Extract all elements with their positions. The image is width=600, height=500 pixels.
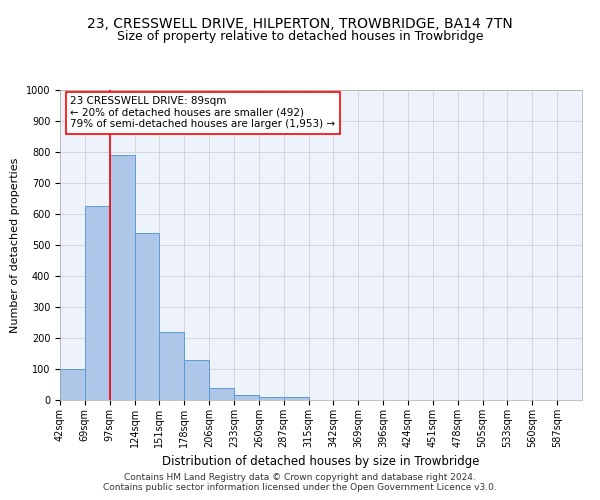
Bar: [259, 397, 284, 400]
Bar: [160, 332, 184, 400]
Bar: [209, 388, 234, 400]
Bar: [85, 206, 110, 400]
Text: 23, CRESSWELL DRIVE, HILPERTON, TROWBRIDGE, BA14 7TN: 23, CRESSWELL DRIVE, HILPERTON, TROWBRID…: [87, 18, 513, 32]
Bar: [184, 360, 209, 400]
Bar: [284, 397, 308, 400]
Bar: [110, 155, 134, 400]
Y-axis label: Number of detached properties: Number of detached properties: [10, 158, 20, 332]
X-axis label: Distribution of detached houses by size in Trowbridge: Distribution of detached houses by size …: [162, 456, 480, 468]
Text: Contains HM Land Registry data © Crown copyright and database right 2024.
Contai: Contains HM Land Registry data © Crown c…: [103, 473, 497, 492]
Bar: [234, 396, 259, 400]
Bar: [60, 369, 85, 400]
Text: 23 CRESSWELL DRIVE: 89sqm
← 20% of detached houses are smaller (492)
79% of semi: 23 CRESSWELL DRIVE: 89sqm ← 20% of detac…: [70, 96, 335, 130]
Text: Size of property relative to detached houses in Trowbridge: Size of property relative to detached ho…: [117, 30, 483, 43]
Bar: [134, 232, 160, 400]
